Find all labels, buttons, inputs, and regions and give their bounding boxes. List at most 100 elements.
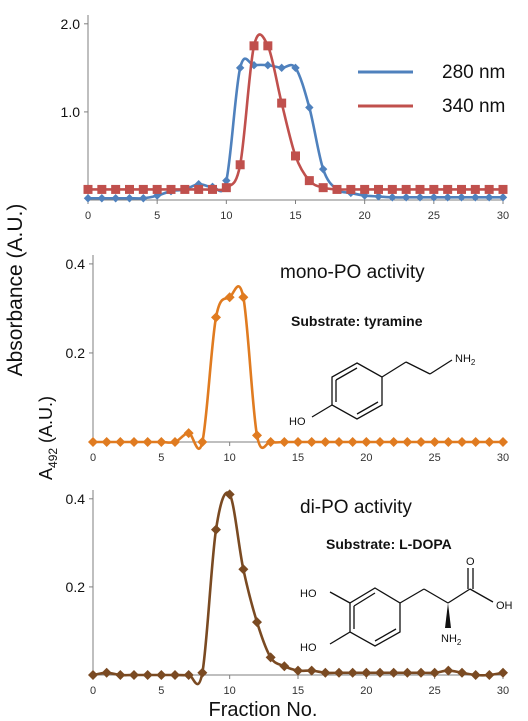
legend-label-280: 280 nm <box>442 62 505 83</box>
mono-po-substrate: Substrate: tyramine <box>291 313 423 329</box>
data-point <box>88 670 98 680</box>
data-point <box>429 184 439 194</box>
data-point <box>374 192 383 201</box>
data-point <box>387 184 397 194</box>
data-point <box>443 665 454 676</box>
data-point <box>279 437 290 447</box>
ldopa-nh2: NH2 <box>441 633 462 647</box>
data-point <box>97 194 107 203</box>
mono-po-title: mono-PO activity <box>280 262 425 283</box>
ldopa-ho-bottom: HO <box>300 642 317 654</box>
data-point <box>139 194 148 203</box>
tyramine-nh2: NH2 <box>455 353 476 367</box>
data-point <box>208 184 217 194</box>
data-point <box>279 661 290 672</box>
data-point <box>252 430 262 441</box>
data-point <box>235 160 245 170</box>
x-tick-label: 10 <box>224 452 236 464</box>
data-point <box>470 184 480 194</box>
data-point <box>374 184 383 194</box>
data-point <box>318 164 328 174</box>
data-point <box>470 670 481 680</box>
data-point <box>235 63 245 73</box>
x-tick-label: 25 <box>428 210 440 222</box>
data-point <box>88 437 98 447</box>
data-point <box>457 193 466 202</box>
data-point <box>170 437 180 447</box>
data-point <box>138 184 148 194</box>
data-point <box>224 489 235 500</box>
data-point <box>197 667 208 678</box>
data-point <box>291 151 300 161</box>
data-point <box>224 292 235 303</box>
data-point <box>471 193 480 202</box>
a492-main: A <box>36 468 56 480</box>
data-point <box>142 670 153 680</box>
y-tick-label: 1.0 <box>61 104 81 120</box>
data-point <box>415 193 425 202</box>
x-tick-label: 25 <box>429 685 441 697</box>
data-point <box>401 184 411 194</box>
data-point <box>498 193 508 202</box>
x-tick-label: 20 <box>360 685 372 697</box>
data-point <box>183 428 194 439</box>
y-axis-label: Absorbance (A.U.) <box>4 204 27 377</box>
data-point <box>156 437 167 447</box>
data-point <box>115 437 126 447</box>
data-point <box>457 667 467 678</box>
y-tick-label: 2.0 <box>61 16 81 32</box>
data-point <box>416 437 426 447</box>
data-point <box>498 184 508 194</box>
data-point <box>263 41 273 51</box>
data-point <box>361 667 372 678</box>
data-point <box>443 193 452 202</box>
data-point <box>291 63 300 73</box>
x-axis-label: Fraction No. <box>209 699 318 721</box>
ldopa-ho-top: HO <box>300 588 317 600</box>
data-point <box>443 184 453 194</box>
data-point <box>375 437 385 447</box>
legend: 280 nm 340 nm <box>358 62 505 117</box>
data-point <box>293 665 303 676</box>
data-point <box>304 176 314 186</box>
data-point <box>388 667 399 678</box>
data-point <box>320 437 331 447</box>
x-tick-label: 15 <box>292 452 304 464</box>
data-point <box>238 564 249 575</box>
x-tick-label: 30 <box>497 685 509 697</box>
data-point <box>125 184 134 194</box>
data-point <box>83 194 93 203</box>
panel-di-po: 0 5 10 15 20 25 30 0.2 0.4 <box>66 489 509 697</box>
data-point <box>361 437 372 447</box>
data-point <box>429 437 440 447</box>
data-point <box>111 194 120 203</box>
a492-rest: (A.U.) <box>36 396 56 448</box>
di-po-substrate: Substrate: L-DOPA <box>326 536 452 552</box>
a492-sub: 492 <box>46 448 60 468</box>
data-point <box>97 184 107 194</box>
data-point <box>470 437 481 447</box>
x-tick-label: 20 <box>360 452 372 464</box>
data-point <box>429 193 439 202</box>
x-tick-label: 5 <box>158 685 164 697</box>
data-point <box>415 184 425 194</box>
x-tick-label: 25 <box>429 452 441 464</box>
y-tick-label: 0.4 <box>66 256 86 272</box>
data-point <box>83 184 93 194</box>
x-tick-label: 5 <box>158 452 164 464</box>
data-point <box>152 184 162 194</box>
data-point <box>142 437 153 447</box>
x-tick-label: 30 <box>497 210 509 222</box>
x-tick-label: 10 <box>220 210 232 222</box>
panel-absorbance: 0 5 10 15 20 25 30 1.0 2.0 <box>61 15 509 222</box>
x-tick-label: 10 <box>224 685 236 697</box>
data-point <box>156 670 167 680</box>
data-point <box>334 437 344 447</box>
series-line <box>92 491 504 686</box>
di-po-title: di-PO activity <box>300 497 412 518</box>
data-point <box>498 667 508 678</box>
data-point <box>183 670 194 680</box>
data-point <box>305 103 314 112</box>
data-point <box>416 667 426 678</box>
